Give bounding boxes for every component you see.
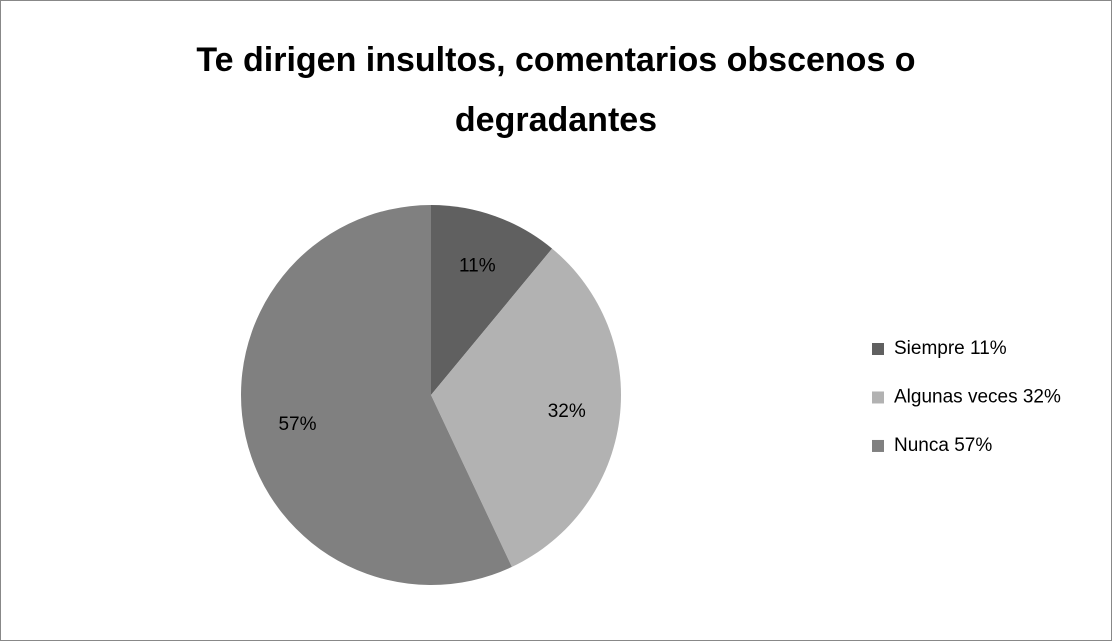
data-label: 11% bbox=[459, 255, 496, 276]
legend-name: Algunas veces bbox=[894, 386, 1018, 407]
legend-label: Algunas veces 32% bbox=[894, 386, 1061, 407]
pie-slice bbox=[431, 248, 621, 567]
legend-value: 57% bbox=[954, 435, 992, 456]
legend-name: Siempre bbox=[894, 338, 965, 359]
legend-swatch bbox=[872, 391, 884, 404]
legend-value: 11% bbox=[970, 338, 1007, 359]
legend-value: 32% bbox=[1023, 386, 1061, 407]
data-label: 32% bbox=[548, 401, 586, 422]
legend-swatch bbox=[872, 343, 884, 355]
chart-title: Te dirigen insultos, comentarios obsceno… bbox=[196, 41, 916, 139]
pie-slice bbox=[241, 205, 512, 585]
legend-label: Siempre 11% bbox=[894, 338, 1007, 359]
legend-name: Nunca bbox=[894, 435, 949, 456]
data-label: 57% bbox=[278, 414, 316, 435]
pie-slice bbox=[431, 205, 553, 395]
legend-swatch bbox=[872, 439, 884, 452]
legend-label: Nunca 57% bbox=[894, 435, 992, 456]
